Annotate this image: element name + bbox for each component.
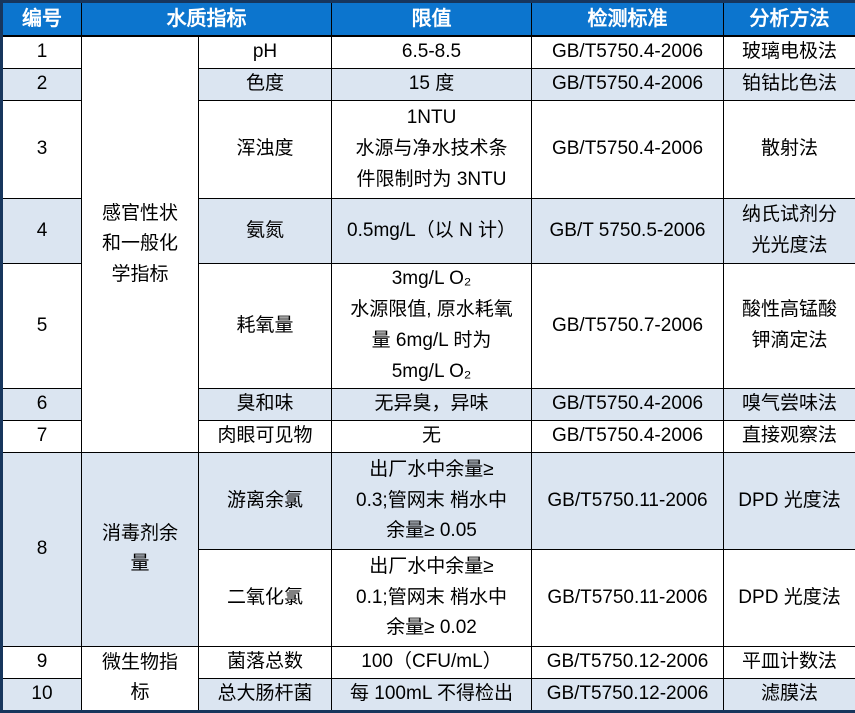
cell-method: 平皿计数法 [724, 646, 855, 678]
cell-no: 3 [2, 100, 82, 198]
header-row: 编号 水质指标 限值 检测标准 分析方法 [2, 2, 855, 37]
cell-limit: 3mg/L O₂ 水源限值, 原水耗氧 量 6mg/L 时为 5mg/L O₂ [332, 263, 532, 388]
col-header-standard: 检测标准 [532, 2, 724, 37]
cell-standard: GB/T5750.12-2006 [532, 678, 724, 711]
cell-no: 5 [2, 263, 82, 388]
col-header-indicator: 水质指标 [82, 2, 332, 37]
cell-no: 8 [2, 452, 82, 646]
cell-method: DPD 光度法 [724, 452, 855, 549]
cell-indicator: 肉眼可见物 [199, 420, 332, 452]
cell-method: 散射法 [724, 100, 855, 198]
cell-limit: 1NTU 水源与净水技术条 件限制时为 3NTU [332, 100, 532, 198]
table-row: 9 微生物指 标 菌落总数 100（CFU/mL） GB/T5750.12-20… [2, 646, 855, 678]
cell-standard: GB/T5750.4-2006 [532, 69, 724, 101]
cell-indicator: 耗氧量 [199, 263, 332, 388]
cell-method: 酸性高锰酸 钾滴定法 [724, 263, 855, 388]
cell-indicator: 二氧化氯 [199, 549, 332, 646]
cell-standard: GB/T5750.11-2006 [532, 549, 724, 646]
cell-indicator: 氨氮 [199, 198, 332, 263]
cell-limit: 无 [332, 420, 532, 452]
cell-standard: GB/T5750.7-2006 [532, 263, 724, 388]
cell-no: 9 [2, 646, 82, 678]
col-header-limit: 限值 [332, 2, 532, 37]
cell-limit: 每 100mL 不得检出 [332, 678, 532, 711]
cell-standard: GB/T5750.4-2006 [532, 420, 724, 452]
cell-category-microbial: 微生物指 标 [82, 646, 199, 711]
table-row: 1 感官性状 和一般化 学指标 pH 6.5-8.5 GB/T5750.4-20… [2, 36, 855, 68]
cell-category-sensory: 感官性状 和一般化 学指标 [82, 36, 199, 452]
cell-limit: 6.5-8.5 [332, 36, 532, 68]
cell-no: 10 [2, 678, 82, 711]
cell-standard: GB/T5750.4-2006 [532, 388, 724, 420]
cell-no: 1 [2, 36, 82, 68]
cell-no: 6 [2, 388, 82, 420]
cell-method: 嗅气尝味法 [724, 388, 855, 420]
table-row: 8 消毒剂余 量 游离余氯 出厂水中余量≥ 0.3;管网末 梢水中 余量≥ 0.… [2, 452, 855, 549]
cell-indicator: 游离余氯 [199, 452, 332, 549]
cell-method: 滤膜法 [724, 678, 855, 711]
cell-limit: 0.5mg/L（以 N 计） [332, 198, 532, 263]
cell-method: DPD 光度法 [724, 549, 855, 646]
cell-standard: GB/T5750.4-2006 [532, 36, 724, 68]
cell-indicator: 菌落总数 [199, 646, 332, 678]
cell-limit: 15 度 [332, 69, 532, 101]
col-header-method: 分析方法 [724, 2, 855, 37]
cell-standard: GB/T5750.4-2006 [532, 100, 724, 198]
cell-limit: 出厂水中余量≥ 0.3;管网末 梢水中 余量≥ 0.05 [332, 452, 532, 549]
cell-method: 纳氏试剂分 光光度法 [724, 198, 855, 263]
cell-indicator: 总大肠杆菌 [199, 678, 332, 711]
cell-no: 2 [2, 69, 82, 101]
cell-limit: 无异臭，异味 [332, 388, 532, 420]
cell-standard: GB/T 5750.5-2006 [532, 198, 724, 263]
cell-method: 玻璃电极法 [724, 36, 855, 68]
cell-indicator: 浑浊度 [199, 100, 332, 198]
cell-indicator: 臭和味 [199, 388, 332, 420]
cell-standard: GB/T5750.12-2006 [532, 646, 724, 678]
cell-no: 4 [2, 198, 82, 263]
col-header-no: 编号 [2, 2, 82, 37]
cell-method: 铂钴比色法 [724, 69, 855, 101]
cell-category-disinfectant: 消毒剂余 量 [82, 452, 199, 646]
cell-standard: GB/T5750.11-2006 [532, 452, 724, 549]
cell-indicator: pH [199, 36, 332, 68]
cell-no: 7 [2, 420, 82, 452]
cell-method: 直接观察法 [724, 420, 855, 452]
cell-limit: 100（CFU/mL） [332, 646, 532, 678]
cell-indicator: 色度 [199, 69, 332, 101]
cell-limit: 出厂水中余量≥ 0.1;管网末 梢水中 余量≥ 0.02 [332, 549, 532, 646]
